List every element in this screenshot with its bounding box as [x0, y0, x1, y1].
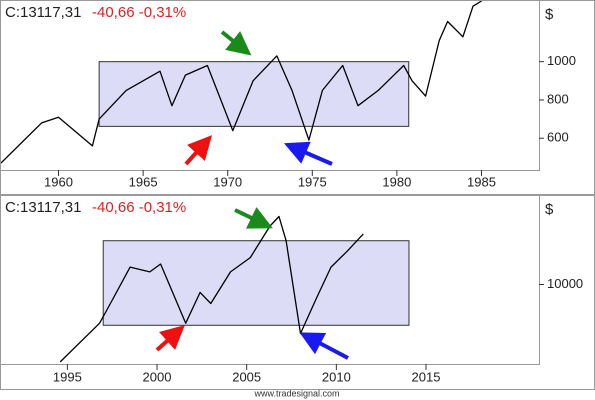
series-group [59, 215, 410, 363]
x-tick-label: 1980 [382, 174, 411, 189]
series-group [1, 1, 482, 164]
x-tick-label: 2005 [232, 369, 261, 384]
x-tick-label: 2015 [412, 369, 441, 384]
x-tick-label: 2000 [143, 369, 172, 384]
unit-label: $ [545, 201, 554, 218]
arrow [283, 141, 333, 166]
range-box [102, 240, 410, 326]
y-tick-label: 10000 [547, 276, 583, 291]
header-change: -40,66 -0,31% [92, 199, 186, 216]
arrow [220, 30, 252, 56]
x-tick-label: 1970 [213, 174, 242, 189]
x-tick-label: 1960 [44, 174, 73, 189]
x-tick-label: 1965 [129, 174, 158, 189]
y-tick-label: 600 [547, 130, 569, 145]
price-line [59, 215, 364, 363]
unit-label: $ [545, 6, 554, 23]
x-tick-label: 2010 [322, 369, 351, 384]
x-tick-label: 1995 [53, 369, 82, 384]
arrow [184, 135, 213, 166]
annotation-arrows [155, 30, 349, 360]
header-label: C:13117,31 [5, 4, 81, 21]
arrow [234, 206, 273, 229]
x-tick-label: 1975 [298, 174, 327, 189]
price-line [1, 1, 482, 164]
footer: www.tradesignal.com [253, 388, 339, 398]
arrow [299, 332, 349, 360]
y-tick-label: 1000 [547, 53, 576, 68]
header-label: C:13117,31 [5, 199, 81, 216]
arrow [155, 324, 185, 352]
header-change: -40,66 -0,31% [92, 4, 186, 21]
x-tick-label: 1985 [467, 174, 496, 189]
range-box [98, 61, 410, 127]
y-tick-label: 800 [547, 91, 569, 106]
